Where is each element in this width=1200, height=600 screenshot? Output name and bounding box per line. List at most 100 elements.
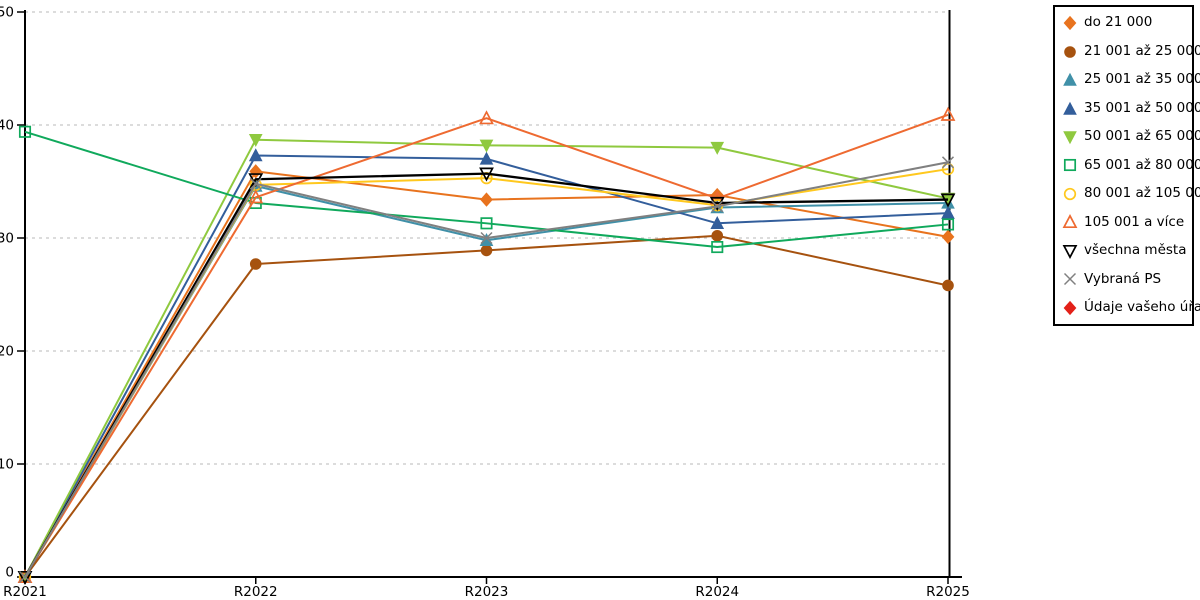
- square-marker: [480, 217, 493, 230]
- triangle-up-marker: [479, 151, 494, 165]
- diamond-icon-shape: [1063, 300, 1077, 315]
- circle-marker: [249, 258, 262, 270]
- x-axis-label: R2022: [234, 584, 278, 600]
- legend-item-4: 35 001 až 50 000: [1062, 95, 1200, 122]
- x-axis-label: R2021: [3, 584, 47, 600]
- legend-label: 50 001 až 65 000: [1084, 128, 1200, 145]
- triangle-up-marker: [479, 232, 494, 246]
- x-icon: [1063, 273, 1077, 286]
- legend-item-5: 50 001 až 65 000: [1062, 124, 1200, 151]
- triangle-up-icon: [1063, 101, 1077, 115]
- triangle-down-icon: [1063, 131, 1077, 145]
- circle-icon: [1064, 45, 1076, 58]
- x-marker: [18, 570, 32, 584]
- circle-marker: [480, 244, 493, 257]
- x-marker: [711, 200, 724, 213]
- x-icon-shape: [1063, 273, 1077, 286]
- triangle-down-icon-shape: [1063, 131, 1077, 145]
- x-marker: [480, 231, 493, 245]
- legend-label: 25 001 až 35 000: [1084, 71, 1200, 88]
- diamond-icon: [1063, 16, 1077, 31]
- series-35-001-až-50-000: [18, 148, 955, 583]
- circle-icon-shape: [1064, 45, 1076, 58]
- series-25-001-až-35-000: [18, 178, 955, 583]
- legend-item-9: všechna města: [1062, 237, 1192, 264]
- legend-label: 80 001 až 105 000: [1084, 185, 1200, 202]
- triangle-up-icon-shape: [1063, 72, 1077, 86]
- y-axis-label: 20: [0, 344, 14, 360]
- triangle-up-marker: [479, 110, 494, 125]
- y-axis-label: 0: [5, 565, 14, 581]
- legend-item-1: do 21 000: [1062, 10, 1192, 37]
- triangle-down-marker: [17, 570, 33, 586]
- triangle-up-icon: [1063, 72, 1077, 86]
- legend-label: do 21 000: [1084, 14, 1153, 31]
- series-line: [24, 234, 949, 578]
- circle-icon-shape: [1063, 187, 1077, 201]
- y-axis-label: 40: [0, 118, 14, 134]
- diamond-marker: [941, 229, 955, 245]
- square-marker: [18, 125, 32, 138]
- triangle-up-icon: [1062, 214, 1078, 229]
- legend-item-11: Údaje vašeho úřadu: [1062, 294, 1200, 321]
- x-axis-label: R2024: [695, 584, 739, 600]
- legend-item-6: 65 001 až 80 000: [1062, 152, 1200, 179]
- circle-marker: [711, 229, 724, 242]
- triangle-up-icon-shape: [1063, 101, 1077, 115]
- series-všechna-města: [17, 167, 956, 586]
- y-axis-label: 30: [0, 231, 14, 247]
- series-80-001-až-105-000: [18, 162, 955, 584]
- legend-item-2: 21 001 až 25 000: [1062, 38, 1200, 65]
- legend-item-7: 80 001 až 105 000: [1062, 180, 1200, 207]
- square-icon: [1063, 159, 1077, 172]
- x-axis-label: R2023: [465, 584, 509, 600]
- triangle-down-marker: [940, 193, 956, 208]
- triangle-up-marker: [940, 106, 956, 121]
- triangle-down-marker: [479, 167, 494, 182]
- square-marker: [711, 240, 724, 254]
- triangle-up-icon-shape: [1062, 214, 1078, 229]
- triangle-down-icon: [1062, 244, 1078, 259]
- series-50-001-až-65-000: [18, 133, 955, 585]
- legend-label: 105 001 a více: [1084, 213, 1185, 230]
- triangle-down-marker: [479, 139, 494, 153]
- y-axis-label: 50: [0, 5, 14, 21]
- series-line: [24, 170, 949, 578]
- series-line: [24, 130, 949, 249]
- diamond-icon: [1063, 300, 1077, 315]
- legend-label: 35 001 až 50 000: [1084, 99, 1200, 116]
- triangle-up-marker: [248, 148, 263, 162]
- square-icon-shape: [1063, 159, 1077, 172]
- diamond-marker: [480, 192, 493, 207]
- diamond-icon-shape: [1063, 16, 1077, 31]
- triangle-up-marker: [710, 216, 725, 230]
- legend-item-10: Vybraná PS: [1062, 266, 1192, 293]
- legend-item-3: 25 001 až 35 000: [1062, 67, 1200, 94]
- triangle-down-marker: [248, 133, 263, 147]
- legend-label: 21 001 až 25 000: [1084, 42, 1200, 59]
- square-marker: [941, 218, 955, 231]
- series-line: [24, 172, 949, 578]
- legend-label: 65 001 až 80 000: [1084, 156, 1200, 173]
- legend-label: Údaje vašeho úřadu: [1084, 299, 1200, 315]
- triangle-up-marker: [941, 205, 955, 219]
- diamond-marker: [249, 164, 263, 179]
- circle-marker: [941, 162, 955, 176]
- series-line: [24, 168, 949, 578]
- x-marker: [249, 177, 262, 190]
- series-line: [24, 161, 949, 578]
- legend-label: Vybraná PS: [1084, 270, 1162, 287]
- legend-item-8: 105 001 a více: [1062, 209, 1192, 236]
- series-line: [24, 113, 949, 578]
- triangle-down-marker: [710, 141, 725, 155]
- y-axis-label: 10: [0, 457, 14, 473]
- legend: do 21 000 21 001 až 25 000 25 001 až 35 00…: [1053, 5, 1200, 326]
- x-marker: [941, 156, 955, 169]
- circle-icon: [1063, 187, 1077, 201]
- x-axis-label: R2025: [926, 584, 970, 600]
- legend-label: všechna města: [1084, 242, 1187, 259]
- triangle-up-marker: [248, 189, 264, 204]
- series-21-001-až-25-000: [19, 229, 954, 583]
